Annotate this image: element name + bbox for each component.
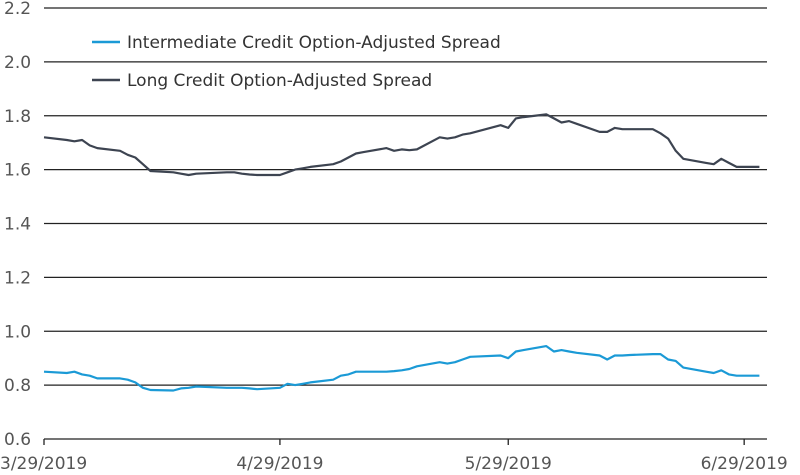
y-tick-label: 2.2 (4, 0, 31, 19)
x-tick-label: 5/29/2019 (465, 454, 552, 474)
x-axis: 3/29/2019 4/29/2019 5/29/2019 6/29/2019 (0, 439, 788, 474)
legend: Intermediate Credit Option-Adjusted Spre… (92, 33, 501, 91)
y-tick-label: 2.0 (4, 53, 31, 73)
x-tick-label: 6/29/2019 (701, 454, 788, 474)
y-tick-label: 1.8 (4, 107, 31, 127)
grid-lines (44, 7, 767, 440)
y-tick-label: 1.2 (4, 268, 31, 288)
y-tick-label: 0.8 (4, 376, 31, 396)
y-tick-label: 1.6 (4, 161, 31, 181)
legend-label-intermediate: Intermediate Credit Option-Adjusted Spre… (127, 33, 501, 53)
legend-label-long: Long Credit Option-Adjusted Spread (127, 71, 432, 91)
legend-item-intermediate: Intermediate Credit Option-Adjusted Spre… (92, 33, 501, 53)
legend-item-long: Long Credit Option-Adjusted Spread (92, 71, 432, 91)
series-line-intermediate (43, 345, 760, 392)
series-lines (43, 113, 760, 392)
y-tick-label: 1.4 (4, 215, 31, 235)
series-line-long (43, 113, 760, 177)
y-tick-label: 1.0 (4, 322, 31, 342)
x-tick-label: 3/29/2019 (0, 454, 87, 474)
y-tick-label: 0.6 (4, 430, 31, 450)
y-axis-tick-labels: 2.2 2.0 1.8 1.6 1.4 1.2 1.0 0.8 0.6 (4, 0, 31, 450)
x-tick-label: 4/29/2019 (236, 454, 323, 474)
